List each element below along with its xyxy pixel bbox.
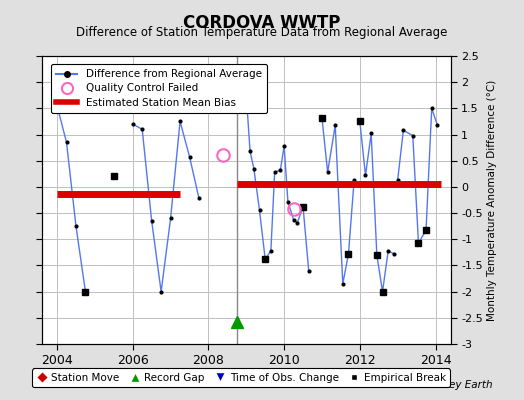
Legend: Station Move, Record Gap, Time of Obs. Change, Empirical Break: Station Move, Record Gap, Time of Obs. C… [32, 368, 450, 387]
Text: Berkeley Earth: Berkeley Earth [416, 380, 493, 390]
Legend: Difference from Regional Average, Quality Control Failed, Estimated Station Mean: Difference from Regional Average, Qualit… [51, 64, 267, 113]
Text: CORDOVA WWTP: CORDOVA WWTP [183, 14, 341, 32]
Text: Difference of Station Temperature Data from Regional Average: Difference of Station Temperature Data f… [77, 26, 447, 39]
Y-axis label: Monthly Temperature Anomaly Difference (°C): Monthly Temperature Anomaly Difference (… [487, 79, 497, 321]
